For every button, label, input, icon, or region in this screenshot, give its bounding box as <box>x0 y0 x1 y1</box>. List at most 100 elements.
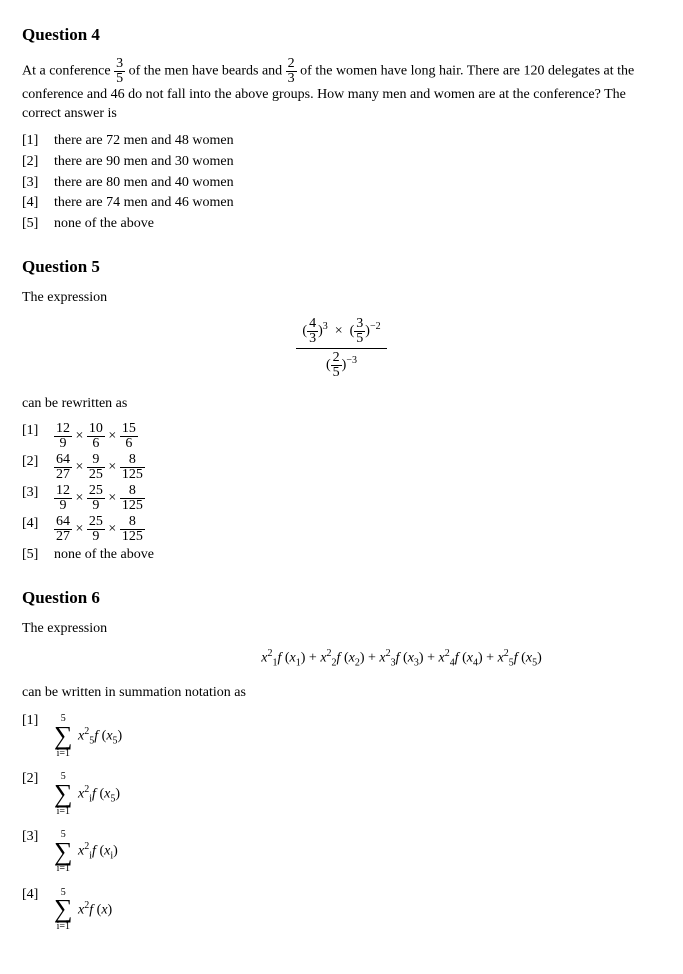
q5-c-den: 5 <box>331 365 342 380</box>
opt-num: [2] <box>22 453 54 482</box>
q4-frac2-den: 3 <box>286 71 297 86</box>
q4-heading: Question 4 <box>22 24 661 47</box>
d: 9 <box>54 436 72 451</box>
sum-bot: i=1 <box>54 747 73 761</box>
d: 125 <box>120 498 145 513</box>
f: f <box>396 650 400 665</box>
q4-frac1-num: 3 <box>114 57 125 71</box>
opt-num: [5] <box>22 215 54 234</box>
q5-heading: Question 5 <box>22 256 661 279</box>
f: f <box>514 650 518 665</box>
q6-opt-4: [4] 5∑i=1 x2f (x) <box>22 886 661 934</box>
q4-frac2: 23 <box>286 57 297 86</box>
d: 25 <box>87 467 105 482</box>
f: f <box>337 650 341 665</box>
q5-opt-1: [1] 129 × 106 × 156 <box>22 422 661 451</box>
q4-opt-2: [2]there are 90 men and 30 women <box>22 153 661 172</box>
d: 9 <box>87 529 105 544</box>
q5-b-num: 3 <box>354 317 365 331</box>
q4-opt-3: [3]there are 80 men and 40 women <box>22 174 661 193</box>
q5-opt-2: [2] 6427 × 925 × 8125 <box>22 453 661 482</box>
q5-c-pow: −3 <box>346 355 357 366</box>
q5-a-den: 3 <box>307 331 318 346</box>
f: f <box>277 650 281 665</box>
q5-c-num: 2 <box>331 351 342 365</box>
q6-options: [1] 5∑i=1 x25f (x5) [2] 5∑i=1 x2if (x5) … <box>22 712 661 933</box>
f: f <box>92 844 96 859</box>
sigma-icon: ∑ <box>54 784 73 805</box>
opt-num: [4] <box>22 515 54 544</box>
opt-num: [1] <box>22 422 54 451</box>
opt-num: [3] <box>22 828 54 876</box>
opt-math: 5∑i=1 x2f (x) <box>54 886 661 934</box>
q5-b-den: 5 <box>354 331 365 346</box>
opt-text: none of the above <box>54 546 661 565</box>
opt-math: 5∑i=1 x2if (xi) <box>54 828 661 876</box>
xi: 4 <box>473 657 478 668</box>
opt-num: [1] <box>22 132 54 151</box>
d: 6 <box>120 436 138 451</box>
n: 64 <box>54 515 72 529</box>
sum-bot: i=1 <box>54 920 73 934</box>
q5-b-pow: −2 <box>370 321 381 332</box>
n: 12 <box>54 484 72 498</box>
q4-text-b: of the men have beards and <box>129 64 286 79</box>
n: 8 <box>120 515 145 529</box>
q6-opt-3: [3] 5∑i=1 x2if (xi) <box>22 828 661 876</box>
q5-expression: (43)3 × (35)−2 (25)−3 <box>22 316 661 381</box>
xi: i <box>110 851 113 862</box>
opt-num: [4] <box>22 194 54 213</box>
n: 64 <box>54 453 72 467</box>
opt-num: [5] <box>22 546 54 565</box>
d: 27 <box>54 467 72 482</box>
f: f <box>89 903 93 918</box>
q6-rewrite: can be written in summation notation as <box>22 684 661 703</box>
q5-a-pow: 3 <box>323 321 328 332</box>
opt-math: 5∑i=1 x25f (x5) <box>54 712 661 760</box>
xi: 1 <box>296 657 301 668</box>
q6-intro: The expression <box>22 620 661 639</box>
d: 125 <box>120 467 145 482</box>
q4-frac1-den: 5 <box>114 71 125 86</box>
q5-opt-4: [4] 6427 × 259 × 8125 <box>22 515 661 544</box>
xi: 5 <box>113 735 118 746</box>
plus: + <box>427 650 438 665</box>
q5-opt-3: [3] 129 × 259 × 8125 <box>22 484 661 513</box>
opt-num: [1] <box>22 712 54 760</box>
opt-num: [2] <box>22 153 54 172</box>
sum-bot: i=1 <box>54 805 73 819</box>
opt-math: 6427 × 925 × 8125 <box>54 453 661 482</box>
xv: x <box>101 903 107 918</box>
d: 125 <box>120 529 145 544</box>
opt-num: [2] <box>22 770 54 818</box>
opt-num: [4] <box>22 886 54 934</box>
n: 25 <box>87 515 105 529</box>
sigma-icon: ∑ <box>54 899 73 920</box>
q4-text-a: At a conference <box>22 64 114 79</box>
f: f <box>94 729 98 744</box>
q4-opt-5: [5]none of the above <box>22 215 661 234</box>
f: f <box>455 650 459 665</box>
n: 10 <box>87 422 105 436</box>
opt-text: there are 72 men and 48 women <box>54 132 661 151</box>
plus: + <box>368 650 379 665</box>
opt-text: there are 80 men and 40 women <box>54 174 661 193</box>
n: 9 <box>87 453 105 467</box>
xi: 2 <box>355 657 360 668</box>
plus: + <box>486 650 497 665</box>
opt-math: 129 × 106 × 156 <box>54 422 661 451</box>
sum-bot: i=1 <box>54 862 73 876</box>
q6-opt-1: [1] 5∑i=1 x25f (x5) <box>22 712 661 760</box>
opt-text: none of the above <box>54 215 661 234</box>
d: 9 <box>87 498 105 513</box>
n: 15 <box>120 422 138 436</box>
n: 25 <box>87 484 105 498</box>
opt-num: [3] <box>22 484 54 513</box>
q4-opt-4: [4]there are 74 men and 46 women <box>22 194 661 213</box>
q6-opt-2: [2] 5∑i=1 x2if (x5) <box>22 770 661 818</box>
q5-rewrite: can be rewritten as <box>22 395 661 414</box>
q4-text: At a conference 35 of the men have beard… <box>22 57 661 124</box>
opt-math: 5∑i=1 x2if (x5) <box>54 770 661 818</box>
q4-frac1: 35 <box>114 57 125 86</box>
xi: 5 <box>110 793 115 804</box>
